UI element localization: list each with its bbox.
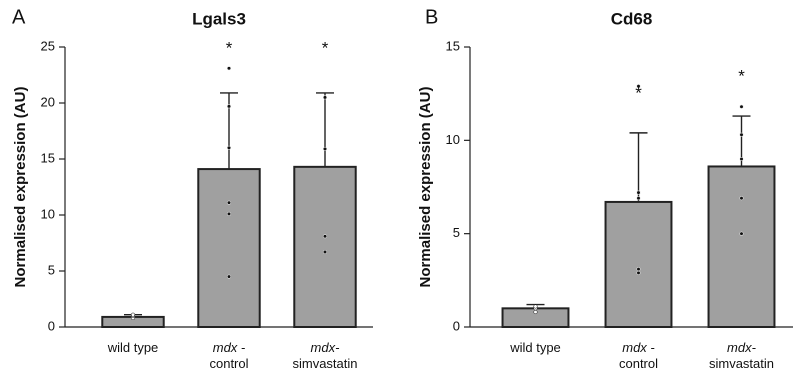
y-tick-label: 0 bbox=[453, 318, 460, 333]
y-tick-label: 25 bbox=[41, 38, 55, 53]
x-tick-label-line: wild type bbox=[509, 340, 561, 355]
y-tick-label: 20 bbox=[41, 94, 55, 109]
bar bbox=[604, 200, 673, 328]
x-tick-label-line: mdx - bbox=[213, 340, 246, 355]
data-point bbox=[226, 200, 232, 205]
data-point bbox=[533, 304, 538, 309]
data-point bbox=[322, 249, 328, 255]
x-tick-label-line: simvastatin bbox=[292, 356, 357, 371]
x-tick-label: mdx-simvastatin bbox=[292, 340, 357, 371]
x-tick-label-line: control bbox=[619, 356, 658, 371]
x-tick-label: wild type bbox=[107, 340, 159, 355]
x-tick-label-line: mdx - bbox=[622, 340, 655, 355]
y-tick-label: 0 bbox=[48, 318, 55, 333]
x-tick-label: wild type bbox=[509, 340, 561, 355]
bar bbox=[293, 165, 357, 328]
x-tick-label-line: mdx- bbox=[727, 340, 757, 355]
data-point bbox=[226, 66, 232, 71]
bar bbox=[197, 168, 261, 328]
chart-title: Cd68 bbox=[611, 9, 653, 28]
bar bbox=[707, 165, 776, 328]
data-point bbox=[322, 234, 328, 239]
data-point bbox=[533, 310, 538, 315]
panel-label: A bbox=[12, 6, 26, 28]
significance-marker: * bbox=[226, 38, 233, 57]
data-point bbox=[636, 270, 641, 275]
data-point bbox=[130, 312, 136, 317]
data-point bbox=[322, 95, 328, 100]
data-point bbox=[636, 196, 641, 201]
x-tick-label: mdx -control bbox=[209, 340, 248, 371]
y-tick-label: 10 bbox=[446, 132, 460, 147]
y-tick-label: 10 bbox=[41, 206, 55, 221]
data-point bbox=[226, 211, 232, 216]
panel-label: B bbox=[425, 6, 438, 28]
data-point bbox=[322, 146, 328, 151]
data-point bbox=[636, 190, 641, 195]
significance-marker: * bbox=[635, 83, 642, 102]
chart-title: Lgals3 bbox=[192, 9, 246, 28]
data-point bbox=[636, 267, 641, 272]
x-tick-label-line: mdx- bbox=[311, 340, 341, 355]
data-point bbox=[739, 156, 744, 162]
significance-marker: * bbox=[738, 67, 745, 86]
data-point bbox=[739, 231, 744, 236]
y-tick-label: 5 bbox=[453, 225, 460, 240]
data-point bbox=[226, 274, 232, 279]
y-tick-label: 15 bbox=[446, 38, 460, 53]
x-tick-label-line: simvastatin bbox=[709, 356, 774, 371]
significance-marker: * bbox=[322, 38, 329, 57]
data-point bbox=[739, 132, 744, 137]
x-tick-label-line: wild type bbox=[107, 340, 159, 355]
x-tick-label: mdx -control bbox=[619, 340, 658, 371]
y-axis-label: Normalised expression (AU) bbox=[12, 87, 29, 288]
data-point bbox=[739, 104, 744, 109]
data-point bbox=[636, 84, 641, 89]
data-point bbox=[226, 145, 232, 150]
x-tick-label: mdx-simvastatin bbox=[709, 340, 774, 371]
data-point bbox=[739, 196, 744, 201]
y-tick-label: 15 bbox=[41, 150, 55, 165]
x-tick-label-line: control bbox=[209, 356, 248, 371]
data-point bbox=[226, 104, 232, 109]
y-tick-label: 5 bbox=[48, 262, 55, 277]
y-axis-label: Normalised expression (AU) bbox=[417, 87, 434, 288]
